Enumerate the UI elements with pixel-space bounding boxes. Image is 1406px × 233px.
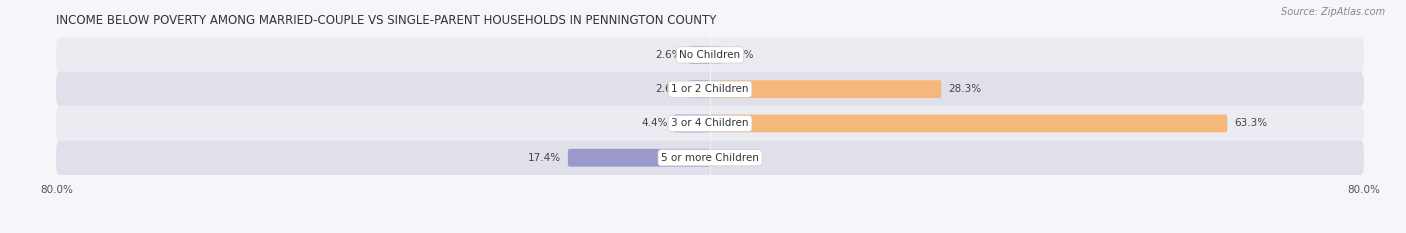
FancyBboxPatch shape (56, 140, 1364, 175)
Text: 3 or 4 Children: 3 or 4 Children (671, 118, 749, 128)
Text: 5 or more Children: 5 or more Children (661, 153, 759, 163)
Text: 28.3%: 28.3% (948, 84, 981, 94)
Text: 2.6%: 2.6% (655, 50, 682, 60)
Text: Source: ZipAtlas.com: Source: ZipAtlas.com (1281, 7, 1385, 17)
Text: INCOME BELOW POVERTY AMONG MARRIED-COUPLE VS SINGLE-PARENT HOUSEHOLDS IN PENNING: INCOME BELOW POVERTY AMONG MARRIED-COUPL… (56, 14, 717, 27)
Text: 4.4%: 4.4% (641, 118, 668, 128)
FancyBboxPatch shape (56, 106, 1364, 140)
Text: 17.4%: 17.4% (529, 153, 561, 163)
Text: 2.6%: 2.6% (655, 84, 682, 94)
FancyBboxPatch shape (710, 46, 721, 64)
FancyBboxPatch shape (689, 80, 710, 98)
FancyBboxPatch shape (710, 115, 1227, 132)
FancyBboxPatch shape (710, 80, 941, 98)
Text: 1.4%: 1.4% (728, 50, 755, 60)
FancyBboxPatch shape (689, 46, 710, 64)
Text: No Children: No Children (679, 50, 741, 60)
FancyBboxPatch shape (56, 38, 1364, 72)
FancyBboxPatch shape (56, 72, 1364, 106)
Text: 63.3%: 63.3% (1234, 118, 1267, 128)
FancyBboxPatch shape (673, 115, 710, 132)
Text: 0.0%: 0.0% (717, 153, 742, 163)
Text: 1 or 2 Children: 1 or 2 Children (671, 84, 749, 94)
FancyBboxPatch shape (568, 149, 710, 167)
